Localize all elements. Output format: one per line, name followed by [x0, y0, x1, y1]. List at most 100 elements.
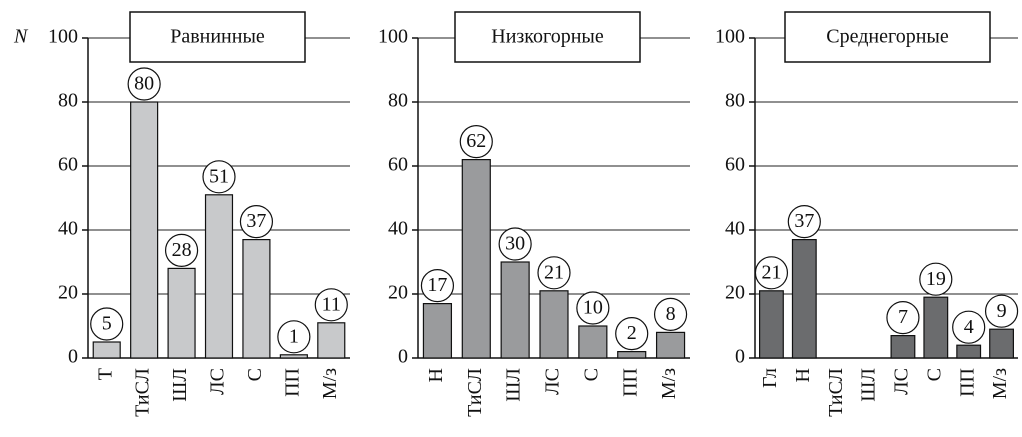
value-label: 28	[172, 239, 192, 261]
value-label-circle	[239, 205, 274, 239]
value-label: 4	[964, 316, 974, 338]
y-tick-label: 100	[48, 26, 78, 48]
bar	[461, 159, 491, 359]
y-tick-label: 60	[388, 154, 408, 176]
value-label-circle	[952, 310, 986, 344]
value-label-circle	[984, 294, 1019, 328]
x-tick-label: ШЛ	[503, 368, 525, 402]
value-label-circle	[886, 301, 920, 335]
value-label: 2	[627, 322, 637, 344]
value-label: 17	[427, 274, 447, 296]
y-tick-label: 20	[725, 282, 745, 304]
x-tick-label: Гл	[759, 368, 781, 388]
bar	[956, 344, 982, 359]
value-label: 21	[544, 261, 564, 283]
value-label-circle	[459, 125, 493, 159]
bar	[422, 303, 453, 359]
x-tick-label: Н	[792, 368, 814, 382]
y-tick-label: 100	[715, 26, 745, 48]
value-label: 62	[466, 130, 486, 152]
bar	[923, 296, 949, 359]
y-tick-label: 0	[398, 346, 408, 368]
x-tick-label: М/з	[319, 368, 341, 399]
value-label-circle	[127, 67, 161, 101]
x-tick-label: ЛС	[207, 368, 229, 395]
bar	[317, 322, 346, 359]
bar	[539, 290, 569, 359]
y-tick-label: 20	[388, 282, 408, 304]
y-tick-label: 100	[378, 26, 408, 48]
value-label: 7	[898, 306, 908, 328]
y-tick-label: 80	[388, 90, 408, 112]
value-label: 21	[761, 261, 781, 283]
y-tick-label: 40	[58, 218, 78, 240]
value-label: 51	[209, 165, 229, 187]
value-label-circle	[754, 256, 789, 290]
value-label-circle	[164, 233, 199, 267]
bar	[890, 335, 916, 359]
value-label-circle	[277, 320, 311, 354]
x-tick-label: ШЛ	[858, 368, 880, 402]
value-label-circle	[787, 205, 821, 239]
value-label-circle	[314, 288, 348, 322]
x-tick-label: М/з	[989, 368, 1011, 399]
y-tick-label: 40	[725, 218, 745, 240]
value-label: 1	[289, 325, 299, 347]
value-label-circle	[202, 160, 236, 194]
x-tick-label: ПП	[956, 368, 978, 397]
value-label-circle	[653, 297, 688, 331]
bar	[242, 239, 271, 359]
chart-title: Равнинные	[170, 26, 265, 48]
title-box	[784, 11, 991, 63]
x-tick-label: Т	[94, 368, 116, 380]
value-label: 5	[102, 313, 112, 335]
value-label: 9	[997, 300, 1007, 322]
title-box	[129, 11, 306, 63]
x-tick-label: ТиСЛ	[464, 368, 486, 417]
bar	[279, 354, 308, 359]
value-label: 11	[322, 293, 341, 315]
y-tick-label: 40	[388, 218, 408, 240]
y-tick-label: 0	[68, 346, 78, 368]
chart-title: Низкогорные	[491, 26, 604, 48]
x-tick-label: ТиСЛ	[132, 368, 154, 417]
x-tick-label: М/з	[658, 368, 680, 399]
x-tick-label: Н	[425, 368, 447, 382]
title-box	[454, 11, 641, 63]
bar	[167, 267, 196, 359]
bar	[791, 239, 817, 359]
value-label: 37	[794, 210, 814, 232]
value-label-circle	[498, 227, 532, 261]
value-label: 80	[134, 73, 154, 95]
x-tick-label: ЛС	[542, 368, 564, 395]
value-label-circle	[420, 269, 455, 303]
x-tick-label: ШЛ	[169, 368, 191, 402]
x-tick-label: ПП	[281, 368, 303, 397]
x-tick-label: С	[923, 368, 945, 381]
value-label: 8	[666, 303, 676, 325]
value-label: 19	[926, 268, 946, 290]
chart-title: Среднегорные	[826, 26, 949, 48]
y-tick-label: 60	[58, 154, 78, 176]
value-label-circle	[537, 256, 571, 290]
y-tick-label: 80	[725, 90, 745, 112]
y-tick-label: 20	[58, 282, 78, 304]
bar	[130, 101, 159, 359]
value-label: 37	[246, 210, 266, 232]
bar	[759, 290, 784, 359]
y-tick-label: 0	[735, 346, 745, 368]
y-axis-label: N	[13, 26, 29, 48]
value-label-circle	[576, 291, 610, 325]
bar	[617, 351, 647, 359]
bar	[92, 341, 121, 359]
value-label-circle	[615, 317, 649, 351]
bar	[204, 194, 234, 359]
value-label: 10	[583, 297, 603, 319]
x-tick-label: С	[244, 368, 266, 381]
bar	[578, 325, 608, 359]
x-tick-label: ПП	[619, 368, 641, 397]
y-tick-label: 80	[58, 90, 78, 112]
x-tick-label: С	[580, 368, 602, 381]
bar	[655, 331, 686, 359]
